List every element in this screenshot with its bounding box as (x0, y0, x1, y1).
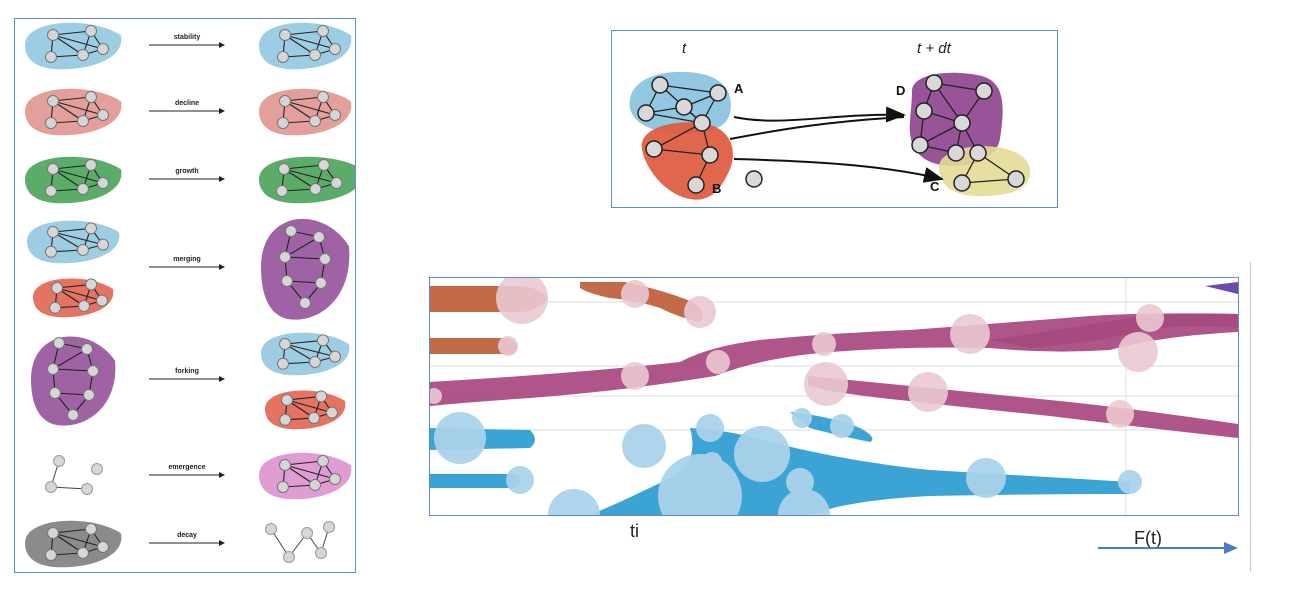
stream-bubbles-pink (426, 272, 1164, 428)
transition-arrow-head (219, 472, 225, 478)
transition-label-decay: decay (177, 532, 197, 539)
ti-label: ti (630, 521, 639, 541)
transition-label-decline: decline (175, 100, 199, 107)
stream-purple-branch-top (990, 313, 1238, 348)
before-sparse-network (45, 455, 103, 495)
transition-label-growth: growth (175, 168, 198, 175)
transition-label-emergence: emergence (169, 464, 206, 471)
transition-arrow-head (219, 42, 225, 48)
evolution-arrow-a-to-d (733, 106, 906, 123)
time-t-label: t (682, 40, 687, 57)
before-network (45, 222, 109, 258)
community-stream-panel (426, 272, 1239, 541)
label-d: D (896, 83, 905, 98)
before-network (45, 25, 109, 63)
stream-corner-mark (1205, 282, 1238, 294)
evolution-arrow-b-to-d (729, 116, 905, 140)
network-nodes (637, 74, 1025, 194)
before-network (45, 159, 109, 197)
transition-arrow-head (219, 264, 225, 270)
time-t-dt-label: t + dt (917, 40, 952, 57)
after-network (277, 25, 341, 63)
transition-arrow-head (219, 540, 225, 546)
label-a: A (734, 81, 744, 96)
community-b-blob (641, 122, 733, 200)
after-sparse-network (265, 521, 335, 563)
after-network (279, 225, 331, 309)
label-b: B (712, 181, 721, 196)
stream-purple-branch-low (808, 376, 1238, 438)
after-blob-purple (261, 218, 350, 320)
label-c: C (930, 179, 940, 194)
ft-label: F(t) (1134, 528, 1162, 548)
community-stream-diagram (426, 272, 1238, 541)
after-network (275, 159, 343, 197)
transition-arrow-head (219, 176, 225, 182)
temporal-community-panel: t t + dt (611, 30, 1058, 208)
evolution-arrow-b-to-c (733, 158, 944, 183)
after-network (277, 455, 341, 493)
community-events-diagram: stability decline growth merging forking emer… (25, 22, 364, 568)
before-network (47, 337, 99, 421)
before-blob-purple (31, 336, 116, 426)
transition-label-stability: stability (174, 34, 201, 41)
before-network (45, 91, 109, 129)
stream-bubbles-blue (434, 408, 1142, 541)
transition-label-forking: forking (175, 368, 199, 375)
transition-label-merging: merging (173, 256, 201, 263)
transition-arrow-head (219, 376, 225, 382)
before-network (45, 523, 109, 561)
time-arrow (1098, 542, 1238, 554)
after-network-2 (279, 390, 338, 426)
before-network-2 (49, 278, 108, 314)
stream-blue-low (430, 474, 521, 488)
temporal-community-diagram: t t + dt (629, 40, 1031, 200)
divider-line (1250, 262, 1251, 572)
transition-arrow-head (219, 108, 225, 114)
after-network (277, 91, 341, 129)
after-network (277, 334, 341, 370)
stream-brown (430, 282, 703, 354)
community-events-panel: stability decline growth merging forking emer… (14, 18, 364, 573)
